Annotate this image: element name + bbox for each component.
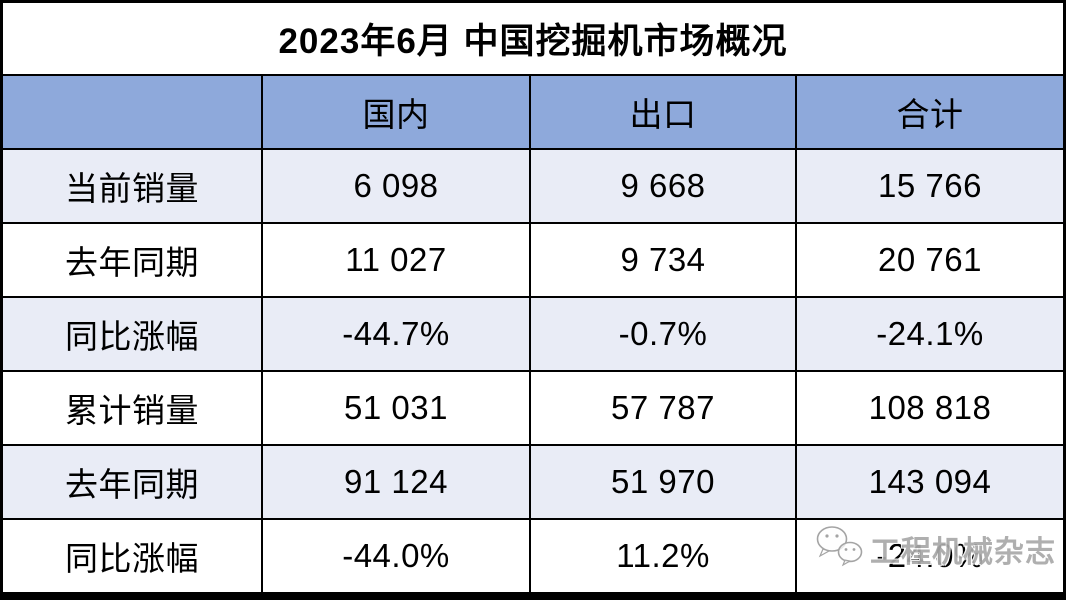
row-label-yoy-month: 同比涨幅 <box>3 298 261 370</box>
cell-lastyear-cum-domestic: 91 124 <box>263 446 529 518</box>
cell-yoy-export: -0.7% <box>531 298 795 370</box>
market-table: 2023年6月 中国挖掘机市场概况 国内 出口 合计 当前销量 6 098 9 … <box>3 3 1063 592</box>
cell-current-total: 15 766 <box>797 150 1063 222</box>
cell-cumulative-domestic: 51 031 <box>263 372 529 444</box>
column-header-domestic: 国内 <box>263 76 529 148</box>
cell-yoy-domestic: -44.7% <box>263 298 529 370</box>
cell-yoy-cum-domestic: -44.0% <box>263 520 529 592</box>
row-label-last-year-cumulative: 去年同期 <box>3 446 261 518</box>
cell-cumulative-total: 108 818 <box>797 372 1063 444</box>
cell-lastyear-cum-total: 143 094 <box>797 446 1063 518</box>
row-label-cumulative-sales: 累计销量 <box>3 372 261 444</box>
row-label-last-year-month: 去年同期 <box>3 224 261 296</box>
cell-lastyear-domestic: 11 027 <box>263 224 529 296</box>
cell-current-export: 9 668 <box>531 150 795 222</box>
column-header-export: 出口 <box>531 76 795 148</box>
page-title: 2023年6月 中国挖掘机市场概况 <box>3 3 1063 74</box>
cell-current-domestic: 6 098 <box>263 150 529 222</box>
cell-lastyear-export: 9 734 <box>531 224 795 296</box>
cell-yoy-total: -24.1% <box>797 298 1063 370</box>
cell-lastyear-cum-export: 51 970 <box>531 446 795 518</box>
cell-yoy-cum-total: -24.0% <box>797 520 1063 592</box>
column-header-total: 合计 <box>797 76 1063 148</box>
row-label-yoy-cumulative: 同比涨幅 <box>3 520 261 592</box>
corner-cell <box>3 76 261 148</box>
cell-cumulative-export: 57 787 <box>531 372 795 444</box>
cell-yoy-cum-export: 11.2% <box>531 520 795 592</box>
cell-lastyear-total: 20 761 <box>797 224 1063 296</box>
row-label-current-sales: 当前销量 <box>3 150 261 222</box>
